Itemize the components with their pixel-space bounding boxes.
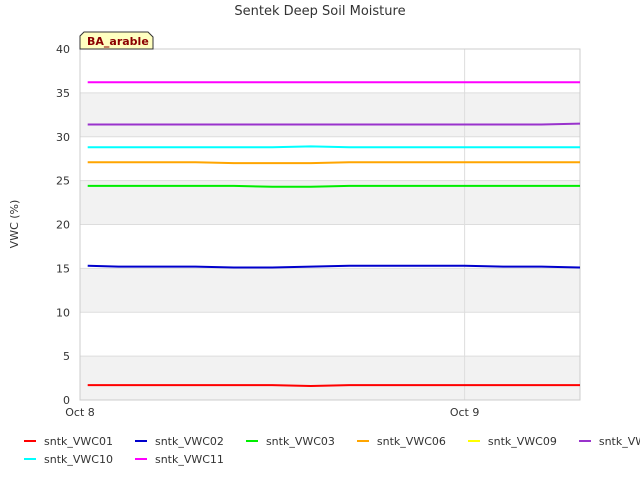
legend-swatch bbox=[24, 458, 36, 460]
legend-item[interactable]: sntk_VWC09 bbox=[464, 435, 557, 448]
legend-swatch bbox=[467, 440, 480, 442]
legend-item[interactable]: sntk_VWC06 bbox=[353, 435, 446, 448]
y-axis-label: VWC (%) bbox=[8, 200, 21, 249]
legend-label: sntk_VWC01 bbox=[44, 434, 113, 448]
legend-row-2: sntk_VWC10 sntk_VWC11 bbox=[20, 450, 630, 468]
legend-swatch bbox=[578, 440, 591, 442]
series-line bbox=[87, 264, 581, 269]
y-tick-label: 5 bbox=[63, 350, 70, 363]
legend-item[interactable]: sntk_VWC11 bbox=[131, 453, 224, 466]
legend-swatch bbox=[134, 440, 147, 442]
chart-title: Sentek Deep Soil Moisture bbox=[234, 4, 405, 19]
legend-swatch bbox=[356, 440, 369, 442]
legend-label: sntk_VWC09 bbox=[598, 434, 640, 448]
series-line bbox=[87, 122, 581, 126]
plot-band bbox=[80, 49, 580, 93]
plot-band bbox=[80, 92, 580, 137]
plot-bands bbox=[80, 49, 580, 400]
y-tick-label: 35 bbox=[56, 87, 70, 100]
x-tick-label: Oct 8 bbox=[65, 406, 95, 419]
legend: sntk_VWC01 sntk_VWC02 sntk_VWC03 sntk_VW… bbox=[20, 432, 640, 468]
legend-label: sntk_VWC02 bbox=[154, 434, 224, 448]
plot-frame bbox=[79, 48, 581, 401]
plot-band bbox=[80, 312, 580, 357]
plot-band bbox=[80, 224, 580, 269]
x-tick-label: Oct 9 bbox=[450, 406, 480, 419]
y-tick-label: 15 bbox=[56, 262, 70, 275]
legend-swatch bbox=[245, 440, 258, 442]
legend-item[interactable]: sntk_VWC09 bbox=[575, 435, 640, 448]
legend-label: sntk_VWC03 bbox=[265, 434, 335, 448]
y-tick-label: 40 bbox=[56, 43, 70, 56]
plot-band bbox=[80, 136, 580, 181]
tick-labels: 0 5 10 15 20 25 30 35 40 Oct 8 Oct 9 bbox=[56, 43, 479, 419]
y-tick-label: 25 bbox=[56, 175, 70, 188]
legend-swatch bbox=[134, 458, 147, 460]
series-line bbox=[87, 184, 580, 188]
badge-shape bbox=[79, 31, 154, 50]
y-tick-label: 30 bbox=[56, 131, 70, 144]
series-line bbox=[87, 161, 580, 165]
plot-band bbox=[80, 356, 580, 400]
plot-band bbox=[80, 180, 580, 225]
series-line bbox=[87, 384, 580, 388]
series-line bbox=[87, 145, 580, 149]
y-tick-label: 20 bbox=[56, 219, 70, 232]
legend-swatch bbox=[24, 440, 36, 442]
axes bbox=[79, 48, 581, 401]
legend-item[interactable]: sntk_VWC01 bbox=[20, 435, 113, 448]
legend-label: sntk_VWC09 bbox=[487, 434, 557, 448]
legend-item[interactable]: sntk_VWC03 bbox=[242, 435, 335, 448]
legend-label: sntk_VWC11 bbox=[154, 452, 224, 466]
series-lines bbox=[87, 81, 581, 388]
badge-label: BA_arable bbox=[87, 35, 149, 48]
legend-item[interactable]: sntk_VWC02 bbox=[131, 435, 224, 448]
legend-label: sntk_VWC06 bbox=[376, 434, 446, 448]
legend-label: sntk_VWC10 bbox=[44, 452, 113, 466]
plot-band bbox=[80, 268, 580, 313]
legend-item[interactable]: sntk_VWC10 bbox=[20, 453, 113, 466]
station-badge: BA_arable bbox=[79, 31, 154, 50]
legend-row-1: sntk_VWC01 sntk_VWC02 sntk_VWC03 sntk_VW… bbox=[20, 432, 640, 450]
y-tick-label: 10 bbox=[56, 306, 70, 319]
y-tick-label: 0 bbox=[63, 394, 70, 407]
